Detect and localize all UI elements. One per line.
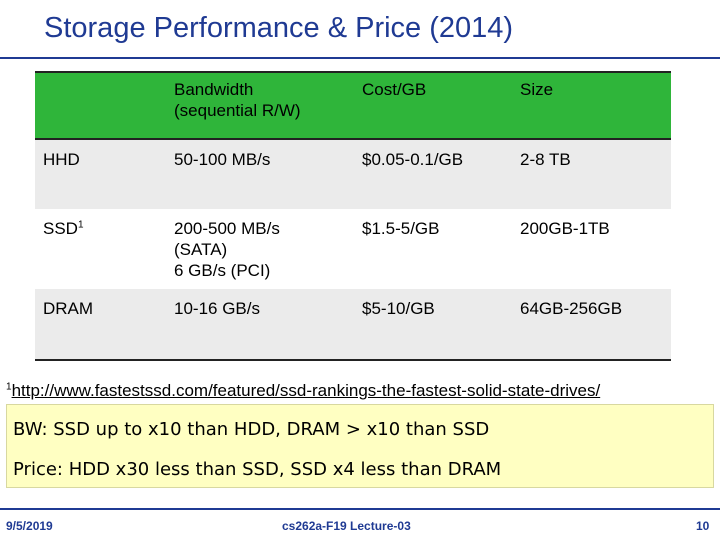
row-bandwidth-line1: 200-500 MB/s (174, 219, 280, 238)
header-bandwidth-line1: Bandwidth (174, 80, 254, 99)
footnote-link[interactable]: http://www.fastestssd.com/featured/ssd-r… (11, 381, 601, 400)
table-header-row: Bandwidth (sequential R/W) Cost/GB Size (35, 71, 671, 140)
header-bandwidth: Bandwidth (sequential R/W) (174, 79, 301, 121)
row-bandwidth: 50-100 MB/s (174, 150, 271, 169)
header-bandwidth-line2: (sequential R/W) (174, 101, 301, 120)
row-size: 64GB-256GB (520, 299, 623, 318)
table-row-hhd: HHD 50-100 MB/s $0.05-0.1/GB 2-8 TB (35, 140, 671, 209)
title-divider (0, 57, 720, 59)
row-bandwidth: 10-16 GB/s (174, 299, 260, 318)
header-cost: Cost/GB (362, 80, 427, 99)
storage-comparison-table: Bandwidth (sequential R/W) Cost/GB Size … (35, 71, 671, 361)
row-size: 200GB-1TB (520, 219, 610, 238)
row-name: HHD (43, 150, 80, 169)
row-name-text: SSD (43, 219, 78, 238)
row-size: 2-8 TB (520, 150, 571, 169)
row-bandwidth: 200-500 MB/s (SATA) 6 GB/s (PCI) (174, 218, 280, 281)
header-size: Size (520, 80, 554, 99)
footnote-marker: 1 (6, 381, 12, 393)
row-bandwidth-line3: 6 GB/s (PCI) (174, 261, 271, 280)
summary-note-box: BW: SSD up to x10 than HDD, DRAM > x10 t… (6, 404, 714, 488)
table-row-ssd: SSD1 200-500 MB/s (SATA) 6 GB/s (PCI) $1… (35, 209, 671, 289)
footnote-marker: 1 (77, 219, 84, 231)
row-cost: $1.5-5/GB (362, 219, 440, 238)
footer-divider (0, 508, 720, 510)
footnote: 1http://www.fastestssd.com/featured/ssd-… (6, 381, 600, 401)
row-name: DRAM (43, 299, 94, 318)
note-price: Price: HDD x30 less than SSD, SSD x4 les… (13, 459, 502, 480)
page-number: 10 (696, 519, 710, 533)
row-cost: $0.05-0.1/GB (362, 150, 464, 169)
slide-title: Storage Performance & Price (2014) (44, 12, 514, 44)
note-bandwidth: BW: SSD up to x10 than HDD, DRAM > x10 t… (13, 419, 490, 440)
row-cost: $5-10/GB (362, 299, 435, 318)
row-bandwidth-line2: (SATA) (174, 240, 228, 259)
footer-date: 9/5/2019 (6, 519, 53, 533)
footer-course: cs262a-F19 Lecture-03 (282, 519, 411, 533)
row-name: SSD1 (43, 218, 84, 239)
table-row-dram: DRAM 10-16 GB/s $5-10/GB 64GB-256GB (35, 289, 671, 359)
